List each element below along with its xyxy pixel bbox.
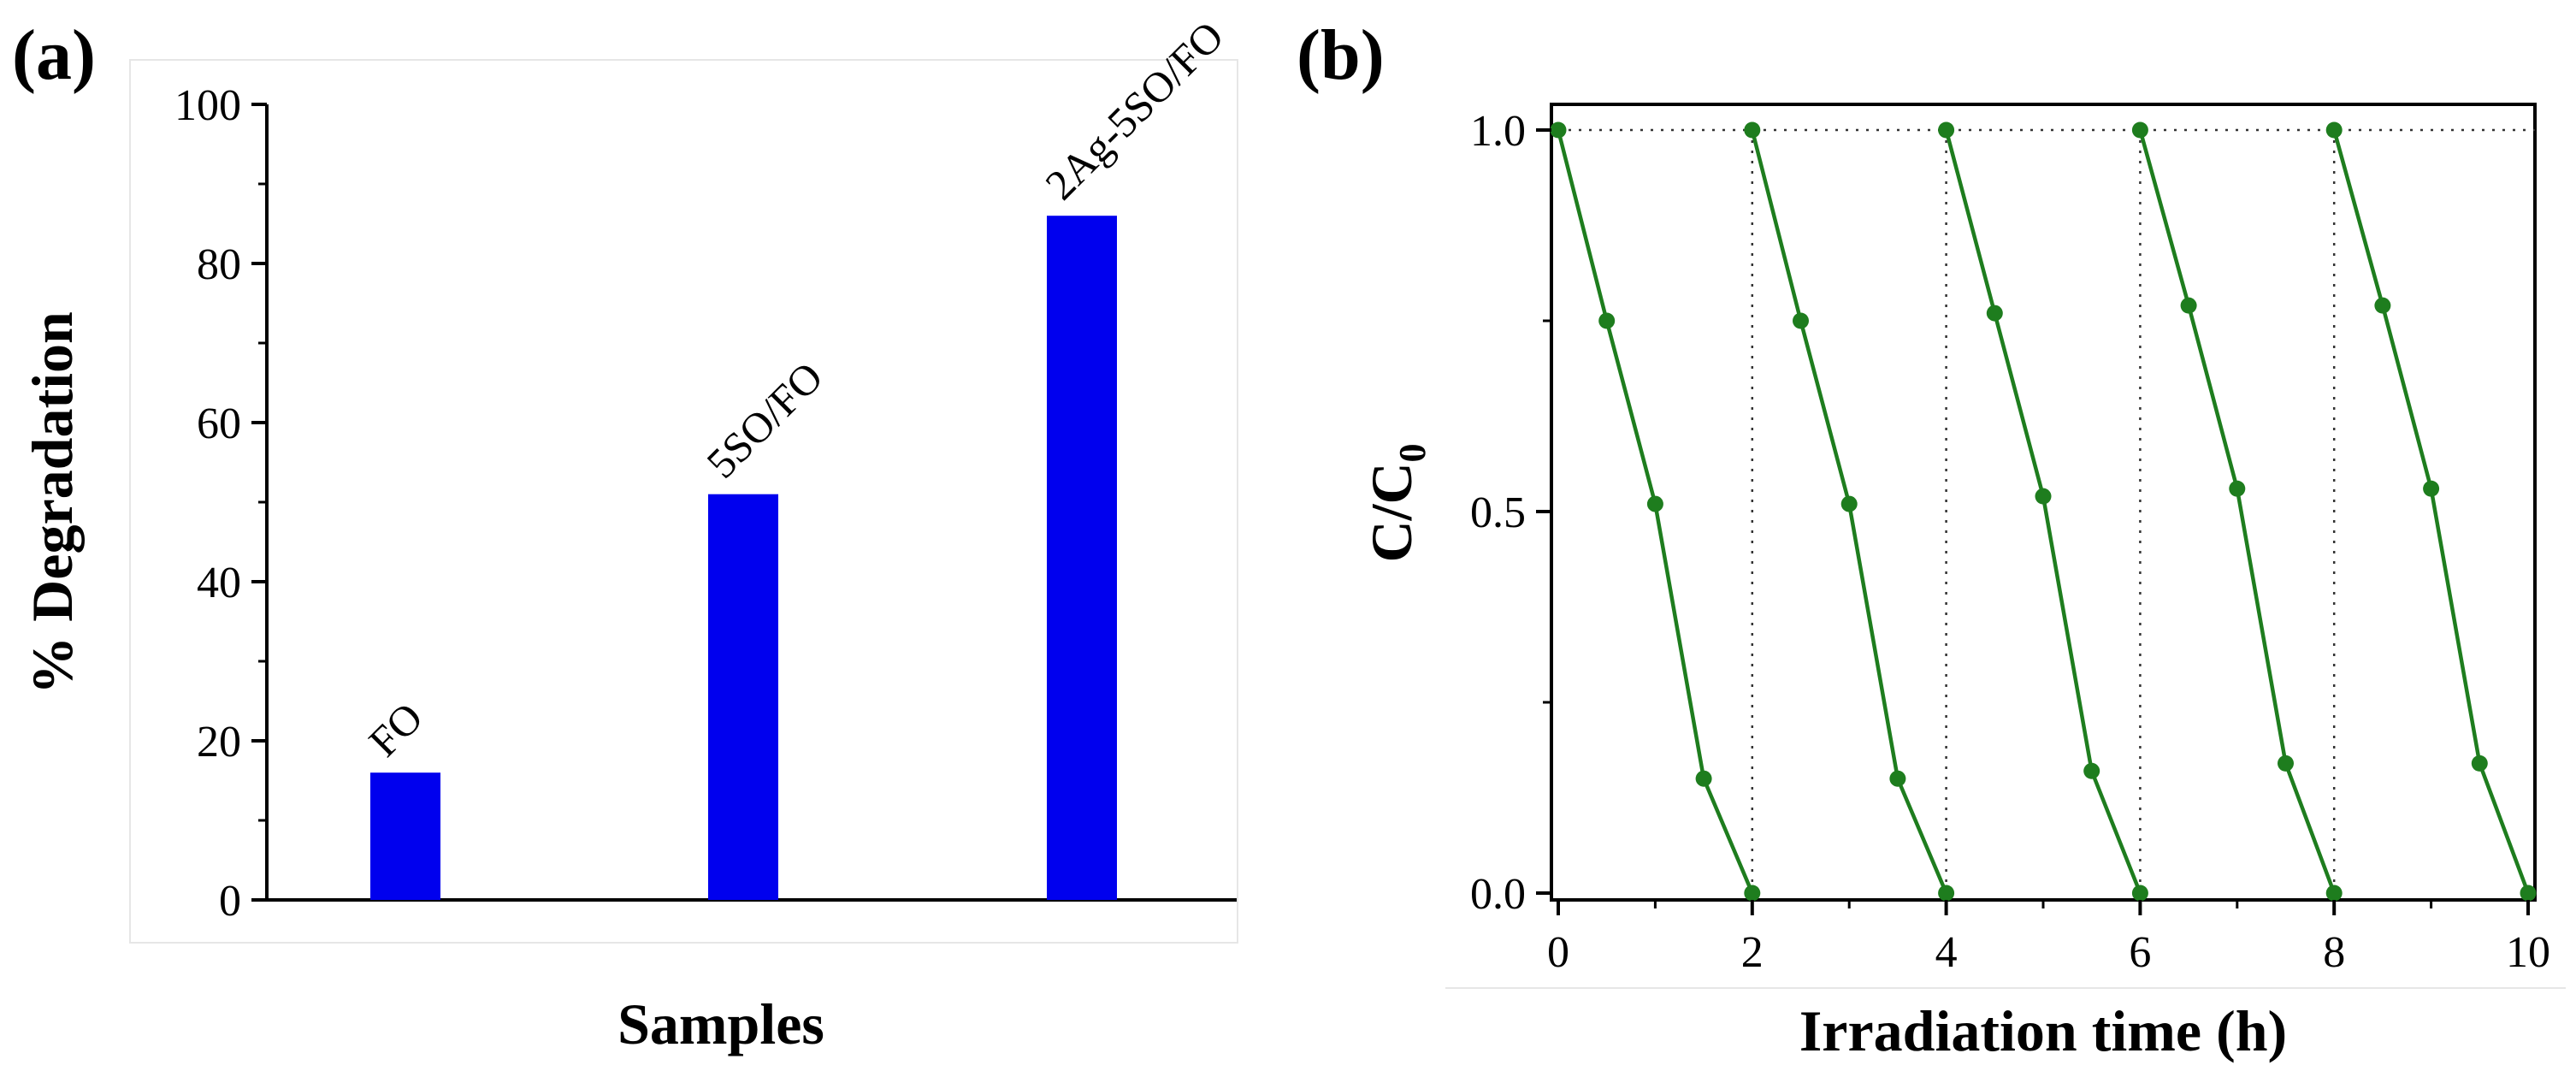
data-point-cycle-4 bbox=[2278, 754, 2294, 772]
data-point-cycle-2 bbox=[1840, 495, 1858, 512]
data-point-cycle-2 bbox=[1889, 770, 1906, 787]
data-point-cycle-5 bbox=[2520, 885, 2537, 902]
series-line-cycle-5 bbox=[2332, 129, 2531, 894]
data-point-cycle-1 bbox=[1695, 770, 1712, 787]
panel-b-y-axis-title: C/C0 bbox=[1359, 443, 1433, 562]
panel-a-y-tick-label: 40 bbox=[197, 559, 241, 607]
data-point-cycle-4 bbox=[2229, 480, 2246, 497]
data-point-cycle-1 bbox=[1550, 121, 1567, 139]
data-point-cycle-3 bbox=[2131, 885, 2148, 902]
bar-label: 2Ag-5SO/FO bbox=[1036, 12, 1232, 209]
panel-b-x-axis-title: Irradiation time (h) bbox=[1799, 998, 2287, 1063]
panel-a-bar-chart: (a) 0 20 40 60 80 100 FO 5SO/FO 2Ag-5SO/FO % De… bbox=[12, 12, 1238, 1056]
panel-b-x-tick-label: 10 bbox=[2506, 928, 2550, 977]
data-point-cycle-1 bbox=[1646, 495, 1663, 512]
bar-fo bbox=[370, 772, 440, 900]
panel-b-x-tick-label: 8 bbox=[2323, 928, 2345, 977]
data-point-cycle-5 bbox=[2374, 297, 2391, 314]
bar-label: 5SO/FO bbox=[697, 352, 831, 487]
panel-a-bars bbox=[370, 216, 1117, 900]
data-point-cycle-2 bbox=[1938, 885, 1955, 902]
series-line-cycle-3 bbox=[1944, 129, 2142, 894]
data-point-cycle-5 bbox=[2325, 121, 2343, 139]
series-line-cycle-4 bbox=[2138, 129, 2337, 894]
data-point-cycle-4 bbox=[2131, 121, 2148, 139]
bar-label: FO bbox=[359, 693, 432, 766]
data-point-cycle-3 bbox=[2083, 762, 2100, 779]
panel-b-label: (b) bbox=[1297, 15, 1385, 95]
panel-b-y-ticks: 0.0 0.5 1.0 bbox=[1470, 107, 1551, 919]
data-point-cycle-3 bbox=[1986, 305, 2003, 322]
panel-b-data-points bbox=[1550, 121, 2537, 902]
bar-5so-fo bbox=[708, 494, 778, 900]
data-point-cycle-5 bbox=[2471, 754, 2488, 772]
data-point-cycle-1 bbox=[1598, 312, 1616, 329]
panel-a-y-ticks: 0 20 40 60 80 100 bbox=[174, 81, 267, 926]
panel-a-y-tick-label: 60 bbox=[197, 399, 241, 448]
data-point-cycle-3 bbox=[2035, 488, 2052, 505]
panel-a-y-tick-label: 100 bbox=[174, 81, 241, 130]
panel-b-y-axis-title-sub: 0 bbox=[1391, 443, 1433, 462]
panel-b-x-tick-label: 2 bbox=[1741, 928, 1764, 977]
panel-a-label: (a) bbox=[12, 15, 96, 95]
bar-2ag-5so-fo bbox=[1047, 216, 1117, 900]
panel-b-x-tick-label: 6 bbox=[2129, 928, 2151, 977]
panel-b-x-tick-label: 4 bbox=[1935, 928, 1958, 977]
panel-b-x-ticks: 0 2 4 6 8 10 bbox=[1547, 900, 2550, 977]
data-point-cycle-4 bbox=[2325, 885, 2343, 902]
panel-a-x-axis-title: Samples bbox=[617, 991, 824, 1056]
data-point-cycle-2 bbox=[1793, 312, 1809, 329]
panel-b-x-tick-label: 0 bbox=[1547, 928, 1569, 977]
panel-a-y-axis-title: % Degradation bbox=[20, 311, 85, 695]
data-point-cycle-3 bbox=[1938, 121, 1955, 139]
panel-a-frame bbox=[129, 59, 1238, 944]
panel-a-y-tick-label: 20 bbox=[197, 718, 241, 766]
data-point-cycle-5 bbox=[2423, 480, 2440, 497]
panel-b-line-chart: (b) 0 2 4 6 8 10 0.00.51.0 C/C0 Irradiation t… bbox=[1297, 15, 2566, 1063]
panel-a-y-tick-label: 0 bbox=[219, 877, 241, 926]
data-point-cycle-1 bbox=[1744, 885, 1761, 902]
panel-b-y-axis-title-main: C/C bbox=[1359, 462, 1424, 562]
panel-a-y-tick-label: 80 bbox=[197, 240, 241, 289]
panel-b-y-tick-label: 0.0 bbox=[1470, 870, 1526, 919]
data-point-cycle-4 bbox=[2180, 297, 2197, 314]
panel-b-y-tick-label: 0.5 bbox=[1470, 488, 1526, 537]
panel-b-y-tick-label: 1.0 bbox=[1470, 107, 1526, 156]
data-point-cycle-2 bbox=[1744, 121, 1761, 139]
